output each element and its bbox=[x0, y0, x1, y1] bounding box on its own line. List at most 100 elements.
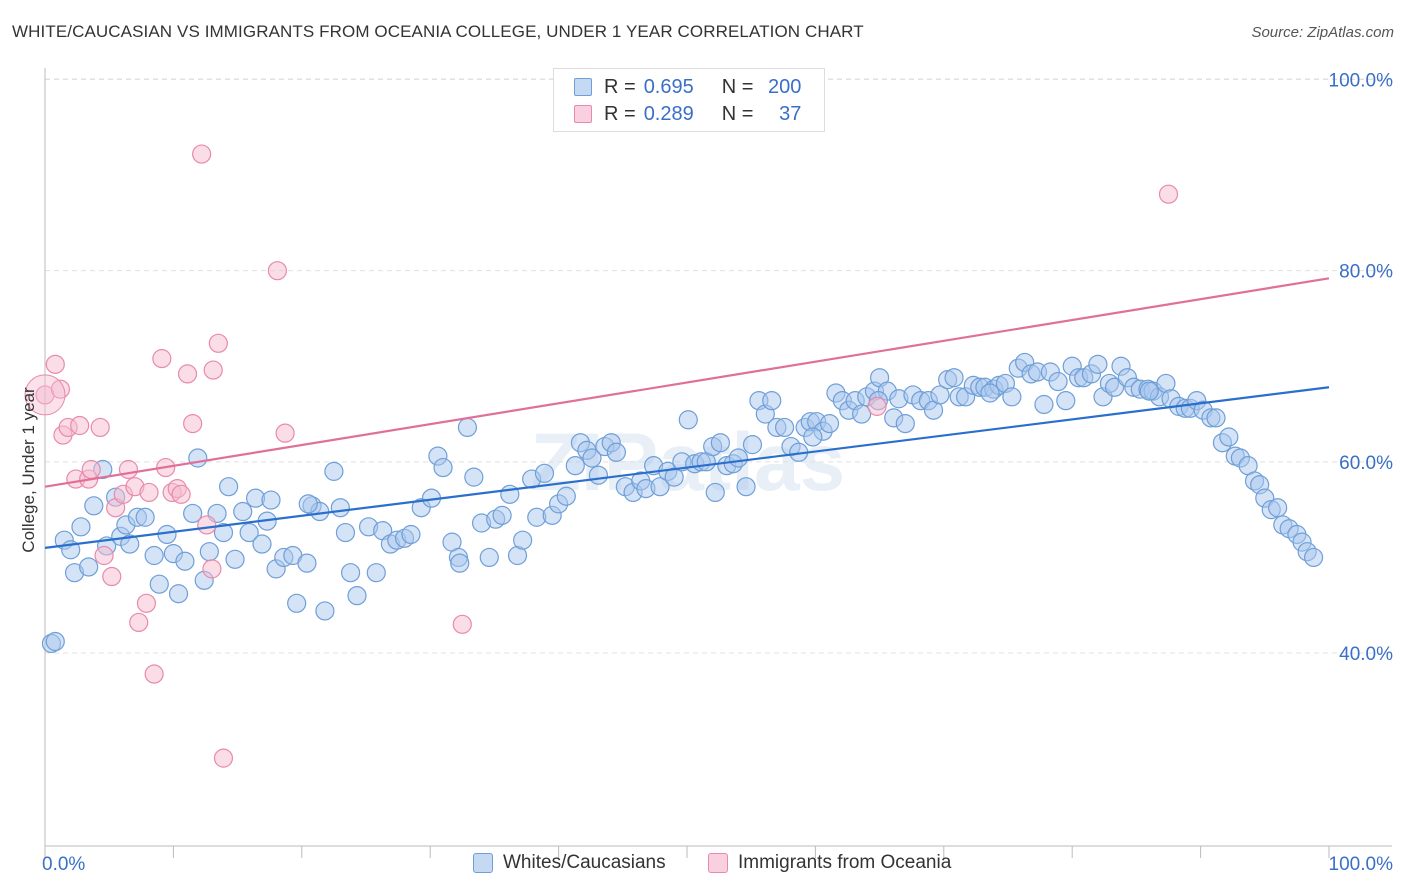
legend-r-value: 0.695 bbox=[643, 75, 694, 98]
data-point bbox=[534, 463, 555, 483]
data-point bbox=[705, 482, 725, 503]
legend-n-value: 200 bbox=[768, 75, 802, 98]
data-point bbox=[208, 333, 228, 353]
data-point bbox=[895, 414, 915, 434]
legend-swatch-blue bbox=[574, 78, 592, 96]
y-tick-label: 60.0% bbox=[1339, 453, 1393, 474]
data-point bbox=[177, 364, 198, 384]
data-point bbox=[275, 423, 295, 443]
data-point bbox=[90, 417, 110, 438]
data-point bbox=[183, 503, 203, 524]
data-point bbox=[1034, 394, 1054, 415]
data-point bbox=[710, 433, 730, 453]
data-point bbox=[1088, 354, 1108, 374]
legend-row-oceania: R = 0.289 N = 37 bbox=[574, 102, 801, 126]
data-point bbox=[1048, 371, 1068, 392]
data-point bbox=[335, 522, 356, 543]
data-point bbox=[183, 414, 203, 434]
data-point bbox=[175, 551, 195, 571]
data-point bbox=[45, 354, 65, 374]
data-point bbox=[79, 557, 99, 577]
data-point bbox=[980, 383, 1000, 403]
data-point bbox=[852, 404, 872, 424]
data-point bbox=[129, 612, 149, 633]
data-point bbox=[650, 477, 670, 497]
legend-n-label: N = bbox=[721, 75, 754, 98]
data-point bbox=[340, 563, 361, 583]
points-layer bbox=[24, 144, 1324, 768]
series-swatch-pink bbox=[708, 853, 728, 873]
legend-r-value: 0.289 bbox=[643, 102, 694, 125]
series-legend-oceania: Immigrants from Oceania bbox=[708, 852, 951, 874]
data-point bbox=[565, 456, 585, 476]
x-tick-label: 0.0% bbox=[42, 854, 85, 875]
legend-r-label: R = bbox=[604, 75, 636, 98]
data-point bbox=[45, 631, 65, 652]
legend-swatch-pink bbox=[574, 105, 592, 123]
data-point bbox=[233, 501, 253, 522]
legend-row-whites: R = 0.695 N = 200 bbox=[574, 75, 801, 99]
data-point bbox=[606, 442, 626, 462]
data-point bbox=[452, 614, 472, 634]
data-point bbox=[944, 368, 964, 388]
data-point bbox=[742, 435, 763, 455]
data-point bbox=[81, 459, 101, 480]
data-point bbox=[70, 415, 90, 436]
series-legend: Whites/Caucasians Immigrants from Oceani… bbox=[0, 852, 1406, 878]
data-point bbox=[136, 593, 157, 613]
data-point bbox=[239, 522, 259, 543]
data-point bbox=[71, 517, 91, 537]
y-tick-label: 40.0% bbox=[1339, 644, 1393, 665]
data-point bbox=[513, 530, 533, 550]
grid-layer bbox=[45, 78, 1392, 654]
data-point bbox=[1139, 381, 1159, 401]
data-point bbox=[94, 545, 114, 566]
data-point bbox=[213, 522, 234, 543]
chart-title: WHITE/CAUCASIAN VS IMMIGRANTS FROM OCEAN… bbox=[12, 22, 864, 41]
data-point bbox=[819, 414, 840, 434]
data-point bbox=[261, 490, 281, 510]
data-point bbox=[139, 482, 159, 503]
data-point bbox=[315, 601, 335, 621]
series-swatch-blue bbox=[473, 853, 493, 873]
trend-line-whites bbox=[44, 386, 1330, 549]
axis-layer bbox=[44, 68, 1392, 858]
data-point bbox=[168, 584, 189, 604]
data-point bbox=[152, 349, 172, 369]
data-point bbox=[298, 494, 318, 514]
data-point bbox=[203, 360, 223, 380]
data-point bbox=[202, 559, 222, 579]
data-point bbox=[1002, 387, 1022, 407]
data-point bbox=[199, 542, 219, 562]
data-point bbox=[457, 417, 478, 438]
data-point bbox=[867, 396, 887, 416]
data-point bbox=[401, 524, 421, 545]
data-point bbox=[149, 574, 169, 594]
data-point bbox=[762, 391, 782, 411]
data-point bbox=[588, 465, 609, 485]
data-point bbox=[803, 427, 823, 447]
trend-layer bbox=[44, 277, 1330, 549]
series-legend-whites: Whites/Caucasians bbox=[473, 852, 666, 874]
data-point bbox=[192, 144, 212, 164]
data-point bbox=[774, 417, 795, 438]
y-tick-label: 80.0% bbox=[1339, 262, 1393, 283]
data-point bbox=[1206, 408, 1226, 428]
data-point-large bbox=[24, 374, 66, 416]
legend-n-value: 37 bbox=[779, 102, 802, 125]
data-point bbox=[1056, 391, 1076, 411]
data-point bbox=[252, 534, 272, 554]
data-point bbox=[330, 498, 350, 518]
data-point bbox=[118, 459, 139, 480]
stats-legend: R = 0.695 N = 200 R = 0.289 N = 37 bbox=[553, 68, 825, 132]
data-point bbox=[464, 467, 484, 487]
data-point bbox=[197, 515, 217, 535]
data-point bbox=[135, 507, 155, 527]
y-tick-label: 100.0% bbox=[1329, 71, 1394, 92]
data-point bbox=[582, 448, 602, 468]
x-tick-label: 100.0% bbox=[1329, 854, 1394, 875]
data-point bbox=[1303, 547, 1324, 568]
data-point bbox=[225, 549, 245, 569]
data-point bbox=[120, 534, 140, 554]
